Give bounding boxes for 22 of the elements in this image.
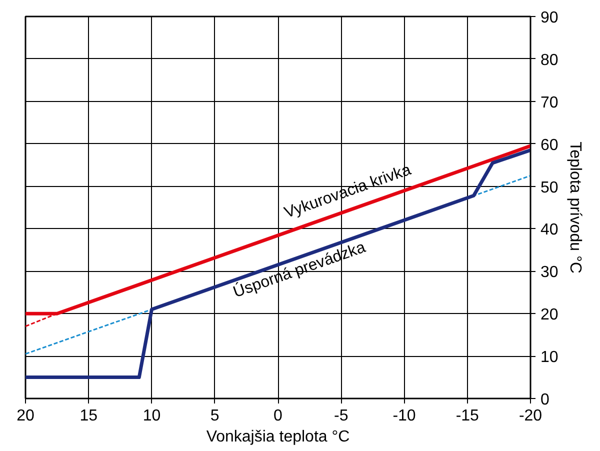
x-tick-label: -15	[456, 408, 480, 424]
line-series	[26, 148, 530, 380]
x-axis-title: Vonkajšia teplota °C	[206, 428, 350, 446]
y-tick-label: 80	[540, 52, 558, 69]
x-tick-label: 20	[16, 408, 34, 424]
y-tick-label: 0	[540, 392, 550, 408]
x-tick-label: 15	[80, 408, 98, 424]
x-tick-label: 5	[210, 408, 220, 424]
x-tick-label: 0	[274, 408, 283, 424]
y-tick-label: 70	[540, 94, 558, 112]
x-tick-label: -10	[392, 408, 416, 424]
y-tick-label: 90	[540, 10, 558, 26]
y-tick-label: 10	[540, 349, 558, 366]
y-axis-title: Teplota prívodu °C	[566, 142, 584, 274]
y-tick-label: 40	[540, 222, 558, 239]
y-tick-label: 50	[540, 179, 558, 196]
y-tick-label: 60	[540, 136, 558, 154]
x-tick-label: -20	[518, 408, 542, 424]
y-tick-label: 20	[540, 306, 558, 324]
x-tick-label: 10	[142, 408, 161, 424]
x-tick-label: -5	[334, 408, 348, 424]
y-tick-label: 30	[540, 264, 558, 282]
